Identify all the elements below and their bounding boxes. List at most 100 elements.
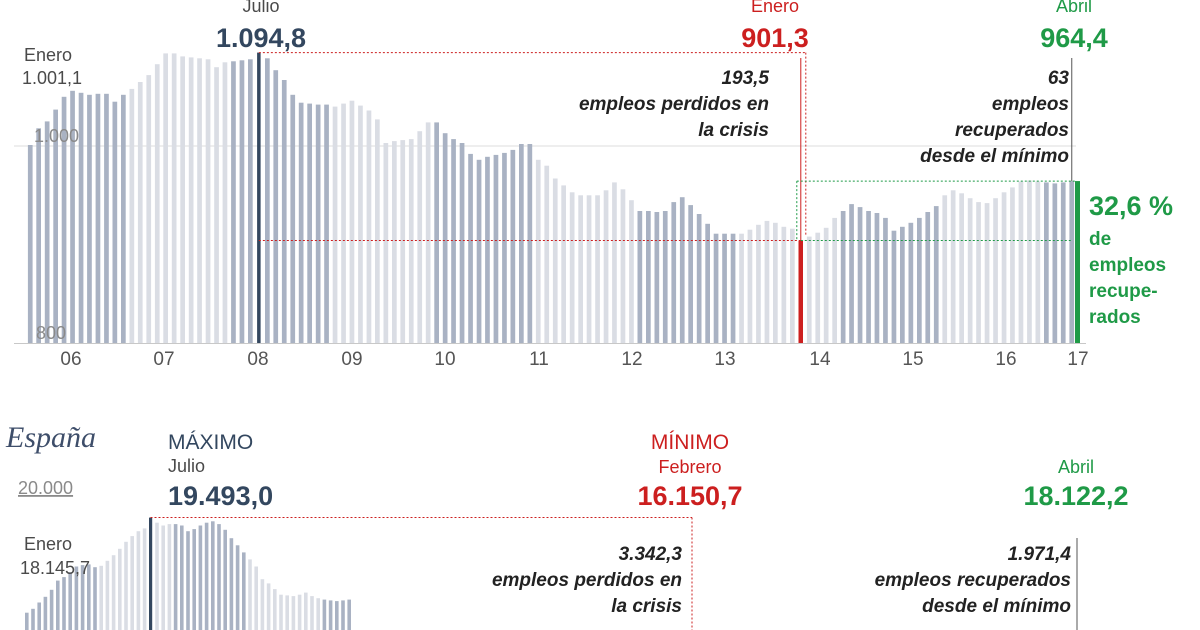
bar: [315, 104, 321, 343]
bar: [866, 211, 871, 343]
bar: [137, 82, 143, 343]
bar: [290, 94, 296, 343]
bar: [993, 198, 998, 343]
bar: [180, 56, 185, 344]
x-tick-label: 10: [434, 349, 455, 370]
bar: [104, 93, 109, 343]
bar: [298, 102, 304, 343]
bar: [332, 106, 338, 343]
bar: [161, 525, 165, 630]
bar: [118, 548, 122, 630]
bar: [696, 214, 702, 343]
start-label: Enero: [24, 534, 72, 554]
bar: [204, 522, 209, 630]
bar: [747, 229, 753, 343]
bar: [235, 545, 240, 630]
max-value: 19.493,0: [168, 481, 273, 511]
min-month: Enero: [751, 0, 799, 16]
bar: [1027, 180, 1032, 343]
bar: [260, 579, 265, 630]
bar: [281, 80, 287, 343]
bar: [239, 60, 245, 344]
chart-title: España: [5, 421, 96, 454]
x-tick-label: 08: [247, 349, 268, 370]
bar: [105, 560, 110, 630]
max-month: Julio: [168, 456, 205, 476]
bar: [358, 105, 363, 343]
recovered-line2: desde el mínimo: [922, 596, 1071, 617]
lost-value: 193,5: [721, 68, 769, 89]
bar: [739, 233, 744, 343]
bar: [155, 522, 159, 630]
bar: [205, 59, 211, 344]
recovered-line3: desde el mínimo: [920, 146, 1069, 167]
x-tick-label: 17: [1067, 349, 1088, 370]
bar: [222, 62, 228, 344]
bar: [163, 53, 168, 344]
recovered-pct-value: 32,6 %: [1089, 191, 1173, 221]
bar: [112, 101, 118, 343]
min-value: 16.150,7: [637, 481, 742, 511]
bar: [857, 207, 863, 343]
bar: [806, 236, 812, 343]
bar: [891, 230, 897, 343]
bar: [451, 139, 456, 343]
bar: [823, 227, 829, 343]
bar: [167, 524, 172, 630]
bar: [493, 154, 499, 343]
current-value: 18.122,2: [1023, 481, 1128, 511]
recovered-pct-line2: empleos: [1089, 255, 1166, 276]
x-tick-label: 09: [341, 349, 362, 370]
bar: [984, 203, 990, 343]
bar: [442, 133, 448, 343]
bar: [154, 64, 160, 343]
bar: [149, 517, 153, 630]
bar: [612, 182, 617, 343]
bar: [316, 598, 320, 630]
bar: [53, 109, 58, 343]
current-month: Abril: [1058, 457, 1094, 477]
bar: [273, 589, 277, 630]
bar: [908, 222, 914, 343]
bar: [883, 217, 888, 343]
bar: [603, 190, 609, 343]
bar: [815, 232, 821, 343]
bar: [485, 156, 490, 343]
bar: [383, 143, 389, 343]
bar: [840, 211, 846, 343]
bar: [671, 202, 677, 343]
recovered-value: 63: [1048, 68, 1070, 89]
bar: [595, 195, 600, 344]
bar: [62, 577, 66, 630]
min-heading: MÍNIMO: [651, 431, 729, 454]
bar: [544, 165, 550, 343]
start-label: Enero: [24, 45, 72, 65]
bar: [347, 599, 351, 630]
bar: [198, 525, 203, 630]
bar: [231, 61, 236, 344]
bar: [180, 525, 184, 630]
start-value: 1.001,1: [22, 68, 82, 88]
bar: [646, 211, 651, 343]
min-value: 901,3: [741, 23, 809, 53]
y-tick-label: 1.000: [34, 126, 79, 146]
bar: [502, 152, 507, 343]
bar: [976, 202, 981, 343]
bar: [254, 566, 258, 630]
recovery-bar: [1075, 181, 1080, 343]
bar: [322, 599, 327, 630]
bar: [476, 159, 482, 343]
x-tick-label: 13: [714, 349, 735, 370]
bar: [790, 228, 795, 343]
bar: [328, 600, 333, 630]
bar: [43, 596, 48, 630]
bar: [49, 589, 54, 630]
bar: [967, 198, 973, 343]
bar: [561, 185, 566, 343]
bar: [211, 521, 215, 630]
bar: [832, 217, 837, 343]
bar: [56, 580, 60, 630]
recovered-pct-line4: rados: [1089, 307, 1141, 328]
